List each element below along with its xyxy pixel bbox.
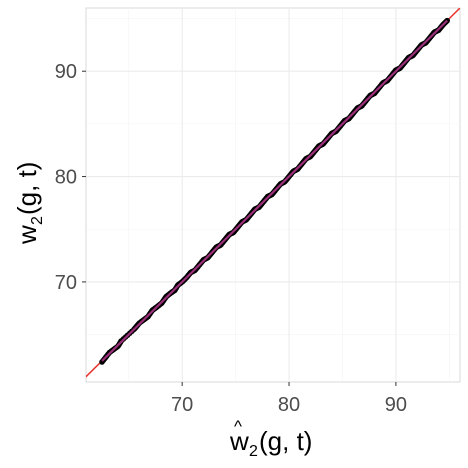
gridlines: [86, 8, 460, 382]
x-axis-title-args: (g, t): [259, 426, 312, 456]
x-axis-title-main: w: [229, 426, 249, 456]
y-axis-title-main: w: [12, 225, 42, 245]
y-tick-label: 80: [55, 167, 77, 189]
x-axis-title-subscript: 2: [249, 443, 258, 460]
x-tick-label: 80: [278, 394, 300, 416]
y-axis-title-args: (g, t): [12, 162, 42, 215]
y-axis-title-subscript: 2: [29, 216, 46, 225]
x-axis-title-hat: ^: [234, 417, 242, 436]
y-axis-title: w 2 (g, t): [12, 162, 46, 245]
y-tick-label: 70: [55, 272, 77, 294]
y-axis-ticks: 70 80 90: [55, 61, 86, 294]
y-tick-label: 90: [55, 61, 77, 83]
x-tick-label: 70: [171, 394, 193, 416]
x-axis-ticks: 70 80 90: [171, 382, 407, 416]
fit-line-group: [101, 19, 448, 362]
x-axis-title: w ^ 2 (g, t): [229, 417, 312, 460]
x-tick-label: 90: [385, 394, 407, 416]
fit-line: [101, 19, 448, 362]
